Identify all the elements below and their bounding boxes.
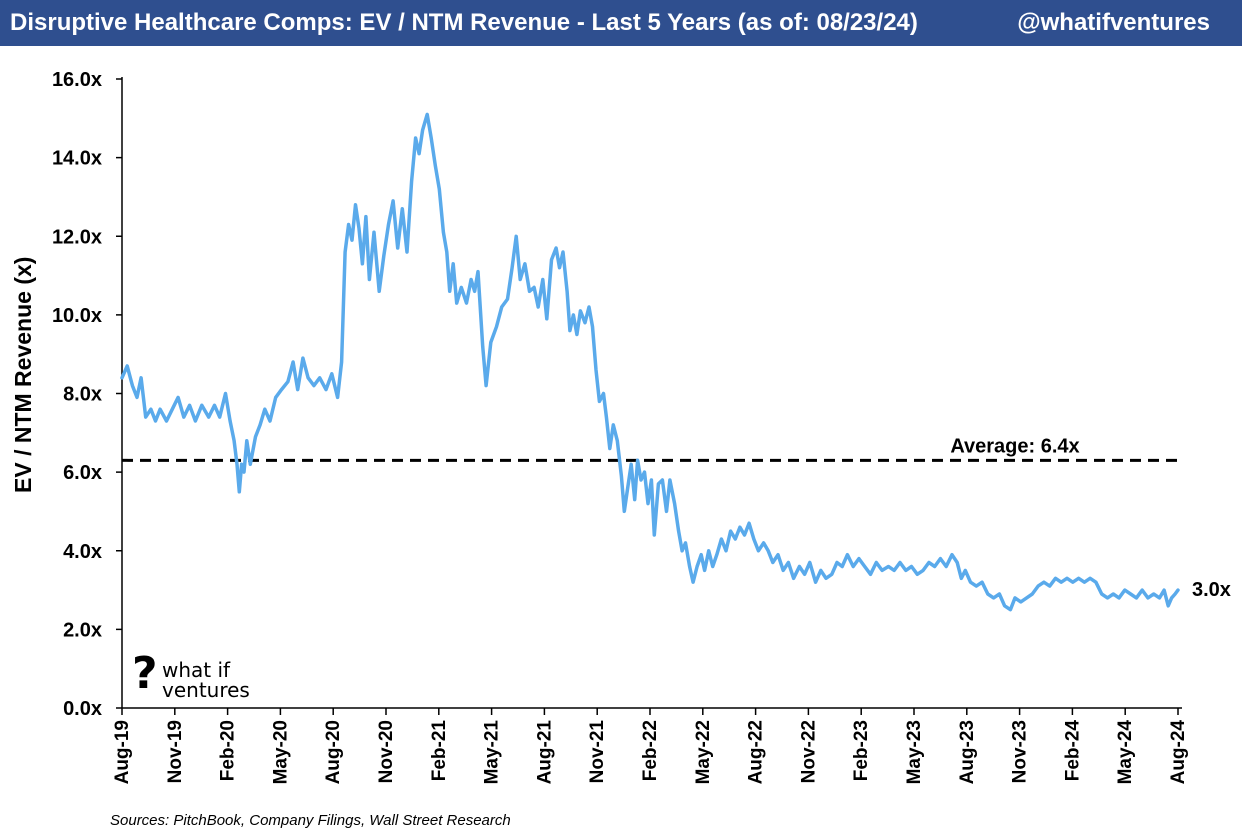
title-bar: Disruptive Healthcare Comps: EV / NTM Re… xyxy=(0,0,1242,46)
x-tick-label: May-21 xyxy=(482,720,503,785)
y-tick-label: 12.0x xyxy=(52,226,102,248)
chart-title: Disruptive Healthcare Comps: EV / NTM Re… xyxy=(10,9,918,36)
ev-ntm-revenue-line xyxy=(120,112,1180,612)
end-value-label: 3.0x xyxy=(1192,579,1231,601)
x-tick-label: Nov-20 xyxy=(376,720,397,783)
x-tick-label: Aug-24 xyxy=(1168,720,1189,785)
x-tick-label: Feb-22 xyxy=(640,720,661,781)
y-tick-label: 14.0x xyxy=(52,148,102,170)
x-tick-label: Nov-23 xyxy=(1010,720,1031,783)
whatif-ventures-logo: ? what if ventures xyxy=(132,648,272,702)
y-axis-title: EV / NTM Revenue (x) xyxy=(10,256,36,494)
x-tick-label: May-20 xyxy=(270,720,291,784)
x-tick-label: Feb-24 xyxy=(1062,720,1083,782)
y-tick-label: 0.0x xyxy=(63,698,102,720)
y-tick-label: 2.0x xyxy=(63,619,102,641)
x-tick-label: Aug-23 xyxy=(957,720,978,784)
question-mark-icon: ? xyxy=(132,648,158,699)
x-tick-label: Aug-21 xyxy=(534,720,555,785)
x-tick-label: Feb-21 xyxy=(429,720,450,782)
x-tick-label: Aug-20 xyxy=(323,720,344,784)
logo-text-line2: ventures xyxy=(162,678,250,702)
x-tick-label: Nov-22 xyxy=(798,720,819,783)
average-label: Average: 6.4x xyxy=(950,435,1079,457)
x-tick-label: Aug-19 xyxy=(112,720,133,784)
x-tick-label: Feb-23 xyxy=(851,720,872,781)
x-tick-label: May-23 xyxy=(904,720,925,784)
x-tick-label: Aug-22 xyxy=(746,720,767,784)
chart-axes xyxy=(116,77,1182,715)
chart-labels: 0.0x 2.0x 4.0x 6.0x 8.0x 10.0x 12.0x 14.0x 16.0x… xyxy=(52,69,1231,784)
x-tick-label: Feb-20 xyxy=(218,720,239,781)
line-chart: 0.0x 2.0x 4.0x 6.0x 8.0x 10.0x 12.0x 14.0x 16.0x… xyxy=(52,69,1231,784)
logo-text-line1: what if xyxy=(162,658,231,682)
y-tick-label: 4.0x xyxy=(63,541,102,563)
y-tick-label: 8.0x xyxy=(63,384,102,406)
twitter-handle: @whatifventures xyxy=(1017,9,1210,36)
y-tick-label: 6.0x xyxy=(63,462,102,484)
y-tick-label: 16.0x xyxy=(52,69,102,91)
x-tick-label: Nov-19 xyxy=(165,720,186,783)
x-tick-label: May-22 xyxy=(693,720,714,784)
series-line xyxy=(120,112,1180,612)
y-tick-label: 10.0x xyxy=(52,305,102,327)
x-tick-label: Nov-21 xyxy=(587,720,608,784)
x-tick-label: May-24 xyxy=(1115,720,1136,785)
sources-note: Sources: PitchBook, Company Filings, Wal… xyxy=(110,812,511,829)
